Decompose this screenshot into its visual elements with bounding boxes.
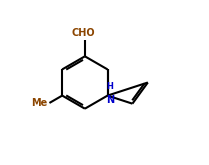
Text: Me: Me	[31, 98, 47, 108]
Text: N: N	[106, 95, 114, 105]
Text: CHO: CHO	[71, 28, 95, 38]
Text: H: H	[107, 82, 113, 92]
